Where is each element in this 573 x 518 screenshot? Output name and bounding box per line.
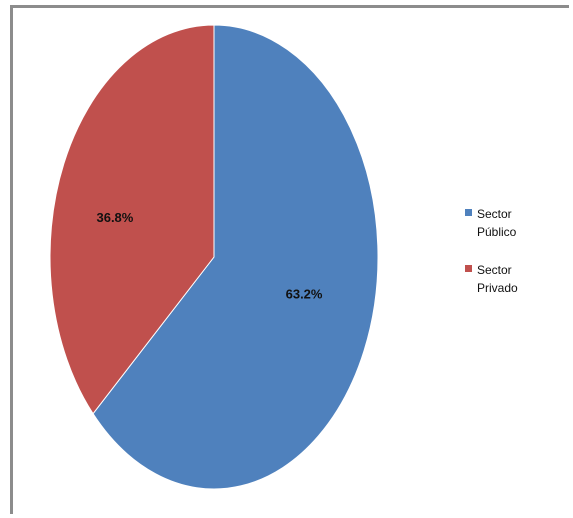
legend-label-sector-privado: Sector Privado <box>477 263 518 295</box>
legend-label-sector-publico: Sector Público <box>477 207 517 239</box>
pie-label-sector-publico: 63.2% <box>286 287 323 302</box>
pie-slices <box>49 24 379 490</box>
pie-slice-sector-publico <box>92 24 379 490</box>
legend-item-sector-publico: Sector Público <box>465 205 569 241</box>
legend-swatch-sector-publico <box>465 209 472 216</box>
legend-item-sector-privado: Sector Privado <box>465 261 569 297</box>
pie-data-labels: 63.2% 36.8% <box>96 210 322 301</box>
pie-slice-sector-privado <box>49 24 215 415</box>
legend: Sector Público Sector Privado <box>465 205 569 317</box>
pie-label-sector-privado: 36.8% <box>96 210 133 225</box>
legend-swatch-sector-privado <box>465 265 472 272</box>
